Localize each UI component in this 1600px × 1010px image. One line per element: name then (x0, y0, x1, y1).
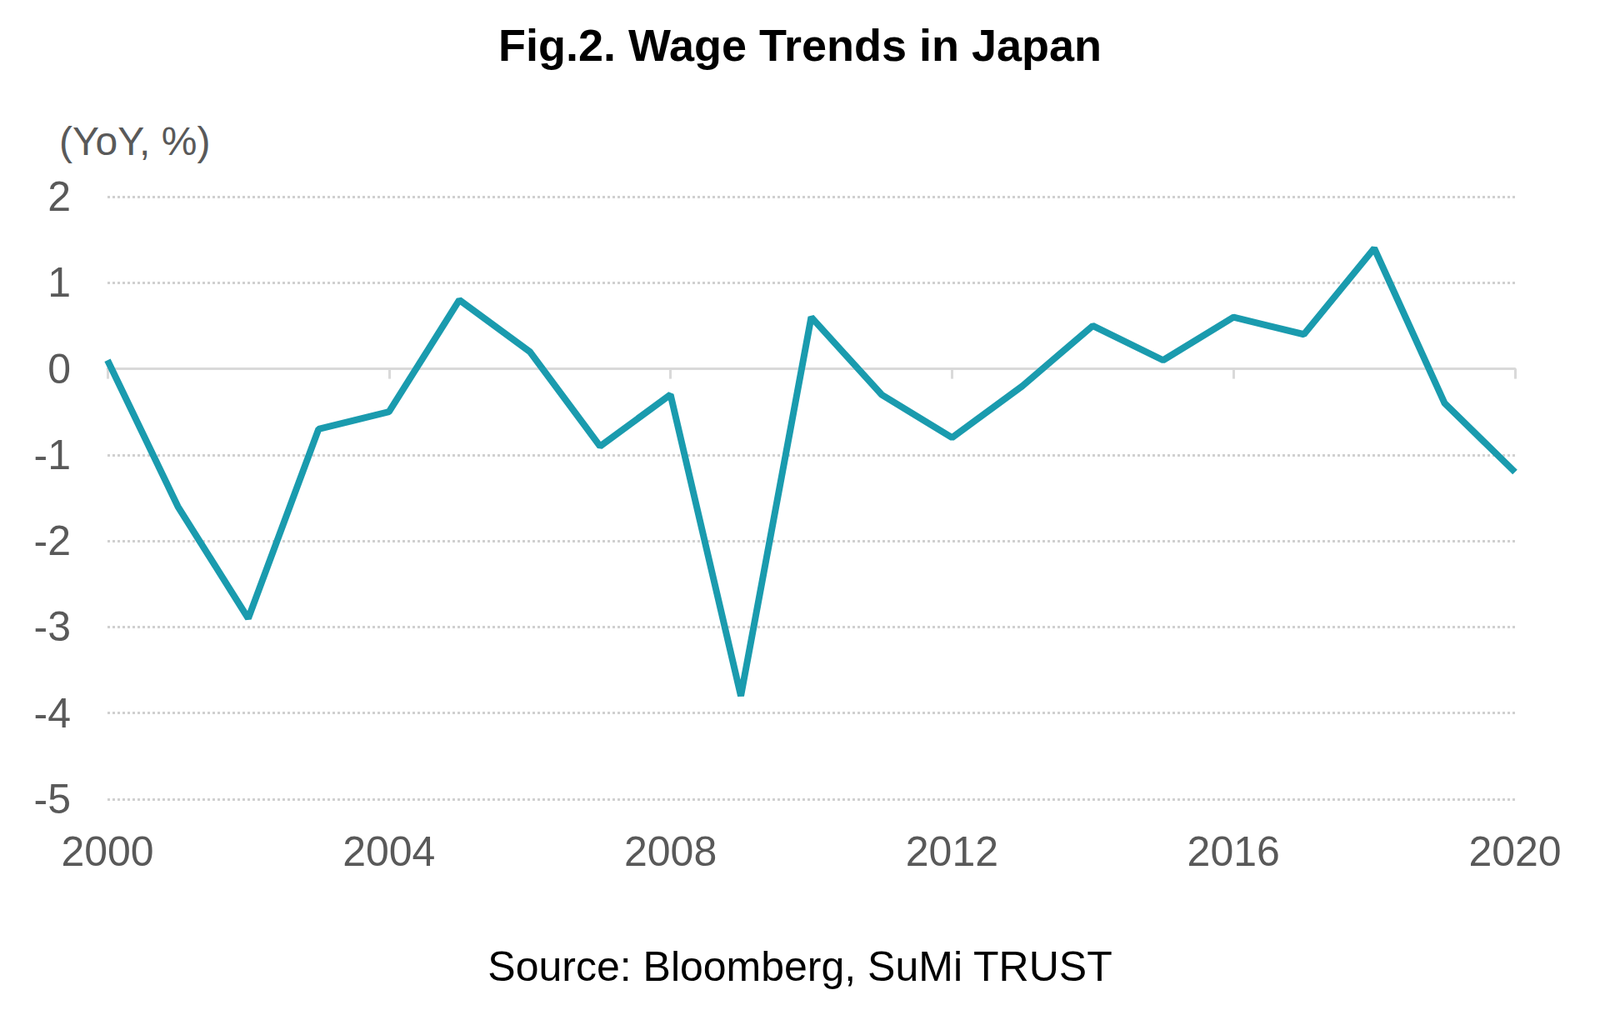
svg-text:-1: -1 (34, 431, 71, 479)
svg-text:2020: 2020 (1468, 828, 1561, 875)
svg-text:2000: 2000 (60, 828, 154, 875)
svg-text:-4: -4 (34, 690, 71, 737)
svg-text:2: 2 (47, 173, 71, 220)
svg-text:2012: 2012 (905, 828, 999, 875)
svg-text:Fig.2. Wage Trends in Japan: Fig.2. Wage Trends in Japan (498, 20, 1102, 70)
svg-text:-2: -2 (34, 517, 71, 565)
svg-text:2008: 2008 (624, 828, 717, 875)
svg-text:1: 1 (47, 259, 71, 306)
svg-text:-5: -5 (34, 775, 71, 823)
svg-text:-3: -3 (34, 603, 71, 650)
svg-text:(YoY, %): (YoY, %) (59, 119, 210, 164)
svg-text:0: 0 (47, 345, 71, 393)
svg-text:Source: Bloomberg, SuMi TRUST: Source: Bloomberg, SuMi TRUST (487, 943, 1112, 990)
svg-text:2016: 2016 (1187, 828, 1280, 875)
svg-text:2004: 2004 (342, 828, 435, 875)
